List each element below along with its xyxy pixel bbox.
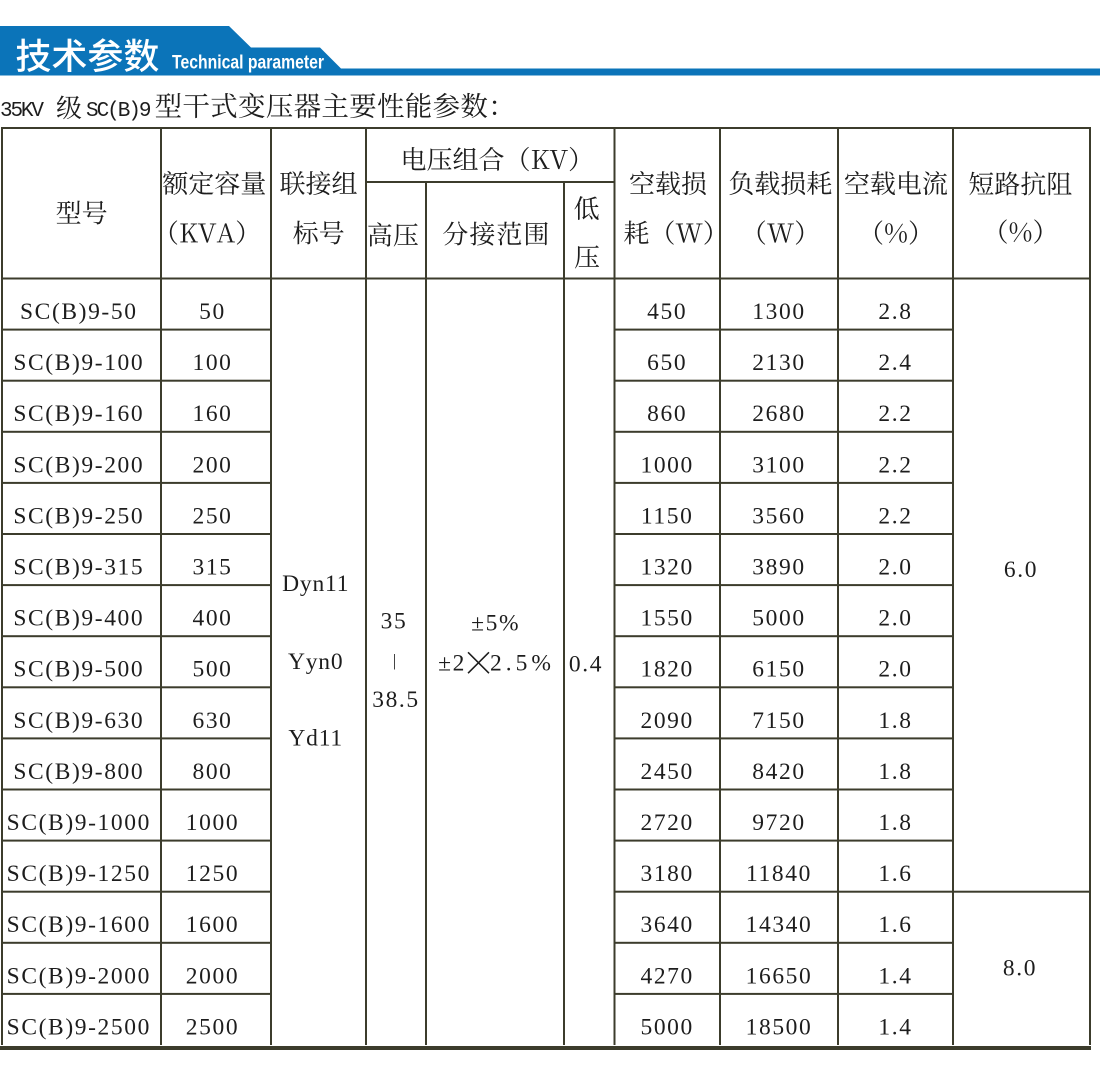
svg-text:1.6: 1.6 [878, 861, 912, 887]
svg-text:SC(B)9-2500: SC(B)9-2500 [7, 1014, 151, 1040]
svg-text:50: 50 [199, 299, 226, 325]
svg-text:1550: 1550 [640, 606, 693, 632]
svg-text:800: 800 [192, 759, 232, 785]
svg-text:SC(B)9-315: SC(B)9-315 [13, 555, 144, 581]
svg-text:SC(B)9-1000: SC(B)9-1000 [7, 810, 151, 836]
svg-text:8.0: 8.0 [1003, 956, 1037, 982]
svg-text:1600: 1600 [186, 912, 239, 938]
svg-text:1.4: 1.4 [878, 1014, 912, 1040]
svg-text:5000: 5000 [752, 606, 805, 632]
svg-text:100: 100 [192, 350, 232, 376]
svg-text:SC(B)9-500: SC(B)9-500 [13, 657, 144, 683]
svg-text:±5%: ±5% [471, 611, 520, 637]
svg-text:11840: 11840 [746, 861, 812, 887]
svg-text:2000: 2000 [186, 963, 239, 989]
svg-text:1320: 1320 [640, 555, 693, 581]
svg-text:SC(B)9-1600: SC(B)9-1600 [7, 912, 151, 938]
svg-text:16650: 16650 [746, 963, 813, 989]
svg-text:3100: 3100 [752, 452, 805, 478]
svg-text:1.4: 1.4 [878, 963, 912, 989]
svg-text:2.0: 2.0 [878, 606, 912, 632]
svg-text:7150: 7150 [752, 708, 805, 734]
svg-text:SC(B)9-250: SC(B)9-250 [13, 503, 144, 529]
svg-text:2500: 2500 [186, 1014, 239, 1040]
svg-text:Yd11: Yd11 [288, 726, 343, 752]
svg-text:SC(B)9-400: SC(B)9-400 [13, 606, 144, 632]
svg-text:SC(B)9-2000: SC(B)9-2000 [7, 963, 151, 989]
svg-text:3640: 3640 [640, 912, 693, 938]
svg-text:2720: 2720 [640, 810, 693, 836]
svg-text:160: 160 [192, 401, 232, 427]
svg-text:2090: 2090 [640, 708, 693, 734]
svg-text:500: 500 [192, 657, 232, 683]
svg-text:6150: 6150 [752, 657, 805, 683]
svg-text:2.0: 2.0 [878, 555, 912, 581]
svg-text:SC(B)9-630: SC(B)9-630 [13, 708, 144, 734]
svg-text:|: | [393, 651, 396, 670]
svg-text:3180: 3180 [640, 861, 693, 887]
svg-text:2.5%: 2.5% [490, 651, 555, 677]
svg-text:2.0: 2.0 [878, 657, 912, 683]
svg-text:860: 860 [647, 401, 687, 427]
svg-text:Technical parameter: Technical parameter [172, 53, 324, 74]
svg-text:1.6: 1.6 [878, 912, 912, 938]
svg-text:Yyn0: Yyn0 [288, 649, 343, 675]
svg-text:450: 450 [647, 299, 687, 325]
svg-text:SC(B)9-200: SC(B)9-200 [13, 452, 144, 478]
svg-text:SC(B)9-1250: SC(B)9-1250 [7, 861, 151, 887]
svg-text:1250: 1250 [186, 861, 239, 887]
svg-text:2.2: 2.2 [878, 503, 912, 529]
svg-text:1.8: 1.8 [878, 708, 912, 734]
svg-text:2130: 2130 [752, 350, 805, 376]
svg-text:1000: 1000 [640, 452, 693, 478]
svg-text:Dyn11: Dyn11 [282, 571, 349, 597]
svg-text:1.8: 1.8 [878, 810, 912, 836]
svg-text:2.2: 2.2 [878, 401, 912, 427]
svg-text:SC(B)9-50: SC(B)9-50 [20, 299, 138, 325]
svg-text:2450: 2450 [640, 759, 693, 785]
svg-text:400: 400 [192, 606, 232, 632]
svg-text:3890: 3890 [752, 555, 805, 581]
svg-text:2.4: 2.4 [878, 350, 912, 376]
svg-text:315: 315 [192, 555, 232, 581]
svg-text:0.4: 0.4 [569, 652, 603, 678]
svg-text:18500: 18500 [746, 1014, 813, 1040]
svg-text:4270: 4270 [640, 963, 693, 989]
svg-text:630: 630 [192, 708, 232, 734]
svg-text:250: 250 [192, 503, 232, 529]
svg-text:3560: 3560 [752, 503, 805, 529]
svg-text:35KV: 35KV [0, 100, 44, 123]
svg-text:1300: 1300 [752, 299, 805, 325]
svg-text:200: 200 [192, 452, 232, 478]
svg-text:6.0: 6.0 [1004, 557, 1038, 583]
svg-text:±2: ±2 [438, 651, 466, 677]
svg-text:2.8: 2.8 [878, 299, 912, 325]
svg-text:SC(B)9-800: SC(B)9-800 [13, 759, 144, 785]
svg-text:SC(B)9-160: SC(B)9-160 [13, 401, 144, 427]
svg-text:1.8: 1.8 [878, 759, 912, 785]
svg-text:8420: 8420 [752, 759, 805, 785]
svg-text:1820: 1820 [640, 657, 693, 683]
svg-text:2680: 2680 [752, 401, 805, 427]
svg-text:SC(B)9: SC(B)9 [86, 100, 152, 123]
svg-text:1000: 1000 [186, 810, 239, 836]
svg-text:2.2: 2.2 [878, 452, 912, 478]
svg-text:5000: 5000 [640, 1014, 693, 1040]
svg-text:650: 650 [647, 350, 687, 376]
svg-text:38.5: 38.5 [372, 687, 420, 713]
svg-text:1150: 1150 [641, 503, 694, 529]
svg-text:35: 35 [381, 609, 408, 635]
svg-text:9720: 9720 [752, 810, 805, 836]
svg-text:SC(B)9-100: SC(B)9-100 [13, 350, 144, 376]
svg-text:14340: 14340 [746, 912, 813, 938]
